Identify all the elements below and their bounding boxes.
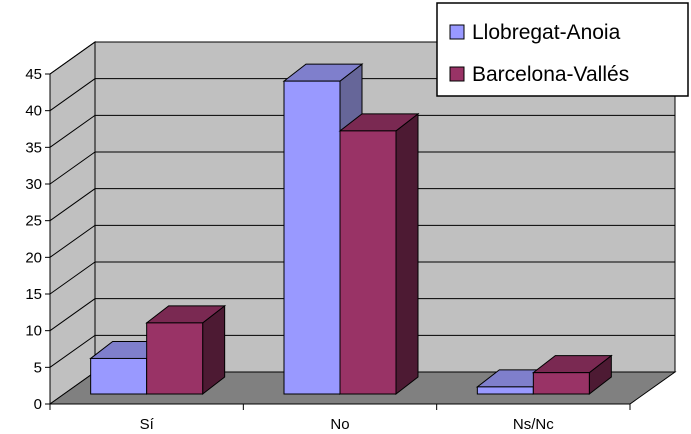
bar [531, 354, 613, 396]
bar-front [90, 357, 148, 395]
bar-front [339, 130, 397, 395]
bar-side [395, 112, 419, 396]
bar-front [532, 372, 590, 395]
gridline [49, 114, 675, 148]
y-tick-label: 0 [34, 396, 42, 413]
y-tick-label: 35 [25, 139, 42, 156]
legend-label: Llobregat-Anoia [472, 21, 621, 44]
legend-swatch [449, 66, 465, 82]
gridline [49, 151, 675, 185]
gridlines [49, 41, 675, 368]
x-category-label: Sí [140, 416, 155, 433]
legend-swatch [449, 24, 465, 40]
y-axis: 0 5 10 15 20 25 30 35 40 45 [25, 66, 51, 413]
x-category-label: Ns/Nc [513, 416, 554, 433]
y-tick-label: 45 [25, 66, 42, 83]
gridline [49, 298, 675, 332]
legend-label: Barcelona-Vallés [472, 63, 629, 86]
y-tick-label: 20 [25, 249, 42, 266]
bar-front [146, 322, 204, 395]
x-category-label: No [330, 416, 349, 433]
gridline [49, 188, 675, 222]
gridline [49, 334, 675, 368]
y-tick-label: 25 [25, 213, 42, 230]
y-tick-label: 40 [25, 103, 42, 120]
y-tick-label: 30 [25, 176, 42, 193]
x-axis: Sí No Ns/Nc [49, 403, 631, 433]
side-wall [49, 41, 96, 405]
bar-front [283, 80, 341, 395]
y-tick-label: 10 [25, 323, 42, 340]
gridline [49, 261, 675, 295]
y-tick-label: 5 [34, 359, 42, 376]
legend: Llobregat-Anoia Barcelona-Vallés [436, 2, 689, 97]
gridline [49, 224, 675, 258]
y-tick-label: 15 [25, 286, 42, 303]
bar [145, 304, 227, 396]
bars [89, 63, 613, 396]
legend-box [436, 2, 689, 97]
bar-front [476, 386, 534, 395]
bar [338, 112, 420, 396]
